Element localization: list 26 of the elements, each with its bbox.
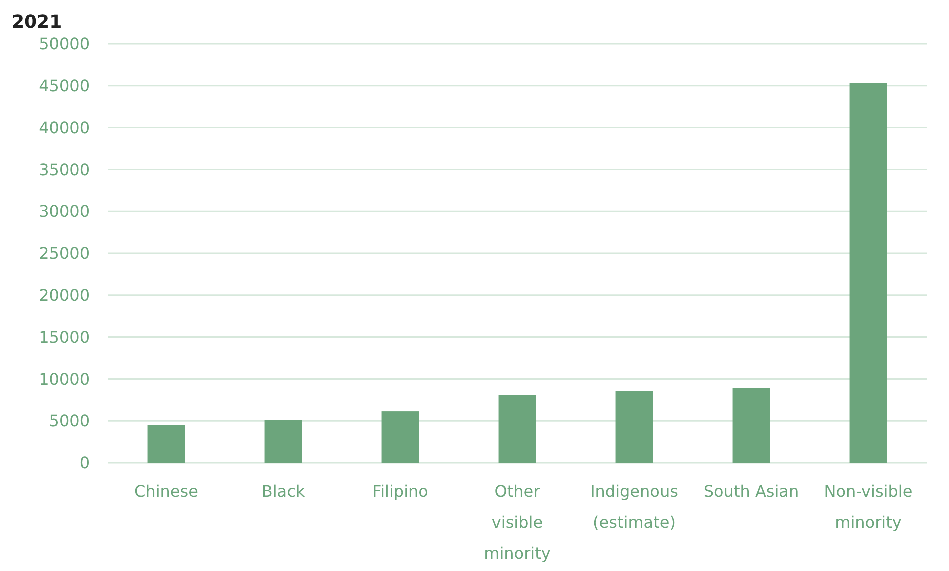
y-tick-label: 10000: [39, 370, 90, 389]
y-tick-label: 0: [80, 454, 90, 473]
bar: [264, 420, 302, 463]
y-tick-label: 20000: [39, 286, 90, 305]
x-tick-label: Other visible minority: [484, 482, 551, 563]
x-tick-label: Filipino: [372, 482, 428, 501]
y-tick-label: 35000: [39, 160, 90, 180]
bar: [498, 395, 536, 463]
bar: [616, 391, 654, 463]
x-tick-label: Indigenous (estimate): [590, 482, 678, 532]
y-tick-label: 25000: [39, 244, 90, 264]
x-tick-label: Non-visible minority: [824, 482, 913, 532]
y-tick-label: 15000: [39, 328, 90, 347]
x-tick-label: Black: [262, 482, 306, 501]
bar: [382, 412, 420, 463]
y-tick-label: 40000: [39, 118, 90, 138]
y-tick-label: 30000: [39, 202, 90, 222]
x-tick-label: Chinese: [134, 482, 198, 501]
y-tick-label: 45000: [39, 76, 90, 96]
bar: [148, 425, 186, 463]
bar: [732, 388, 770, 463]
y-tick-label: 50000: [39, 34, 90, 54]
y-tick-label: 5000: [49, 412, 90, 431]
x-tick-label: South Asian: [704, 482, 800, 501]
chart-title: 2021: [12, 12, 62, 33]
bar: [850, 83, 888, 463]
